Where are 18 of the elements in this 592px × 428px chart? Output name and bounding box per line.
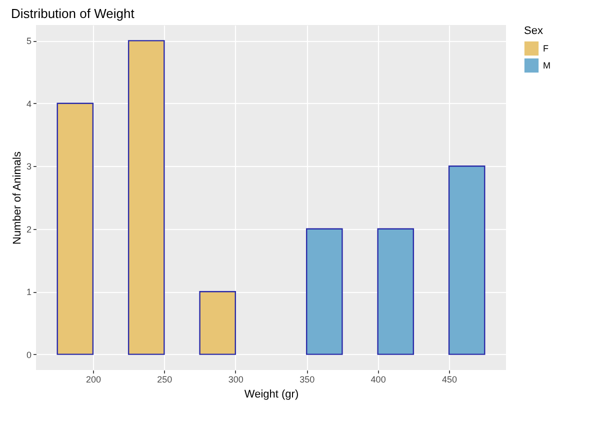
x-tick-label: 400 — [370, 374, 386, 384]
y-axis-title: Number of Animals — [11, 151, 24, 244]
y-tick-label: 0 — [26, 350, 32, 360]
y-tick-label: 5 — [26, 36, 32, 46]
y-tick-label: 3 — [26, 162, 32, 172]
x-tick-label: 300 — [228, 374, 244, 384]
x-tick-label: 250 — [157, 374, 172, 384]
y-tick-label: 2 — [26, 224, 32, 234]
legend-label: M — [543, 60, 550, 70]
x-tick-label: 350 — [300, 374, 315, 384]
x-tick-label: 450 — [442, 374, 458, 384]
y-tick-label: 1 — [26, 287, 32, 298]
x-tick-label: 200 — [86, 374, 101, 384]
chart-title: Distribution of Weight — [10, 6, 135, 21]
y-tick-label: 4 — [26, 98, 32, 109]
legend-title: Sex — [524, 25, 544, 37]
x-axis-title: Weight (gr) — [244, 388, 299, 400]
legend-label: F — [543, 44, 549, 54]
